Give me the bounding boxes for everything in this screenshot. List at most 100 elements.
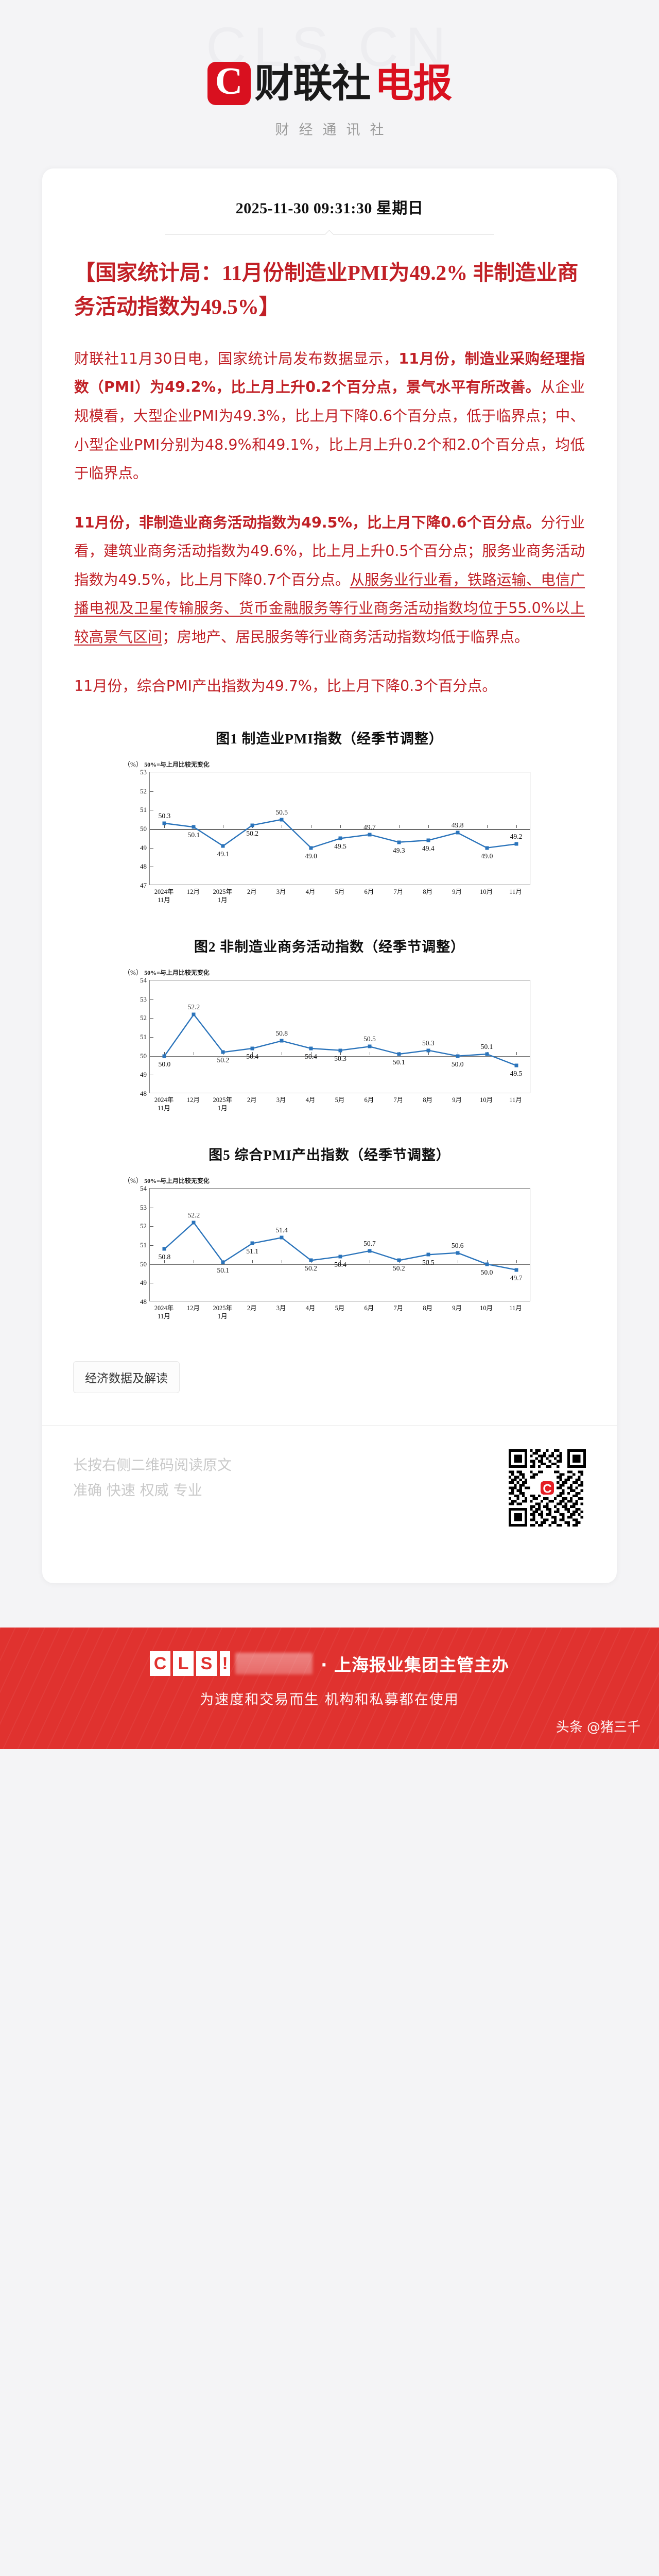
- data-label: 50.0: [158, 1060, 171, 1068]
- data-point: [221, 1260, 225, 1264]
- x-tick-label: 3月: [276, 1304, 286, 1312]
- data-label: 50.0: [480, 1268, 493, 1276]
- x-tick-label: 12月: [186, 888, 200, 895]
- x-tick-label: 10月: [480, 888, 493, 895]
- x-tick-mark: [164, 1052, 165, 1055]
- reference-line-50: [150, 829, 530, 830]
- qr-line-2: 准确 快速 权威 专业: [73, 1482, 202, 1499]
- cls-letter-c: C: [149, 1651, 170, 1676]
- y-tick-mark: [150, 791, 153, 792]
- x-tick-label: 7月: [393, 1096, 404, 1104]
- data-point: [485, 1052, 489, 1056]
- x-tick-label: 2024年 11月: [154, 888, 174, 904]
- data-label: 50.5: [363, 1035, 376, 1043]
- series-line: [164, 1222, 516, 1270]
- y-tick-label: 53: [140, 768, 147, 776]
- data-label: 50.2: [305, 1264, 317, 1273]
- y-tick-label: 49: [140, 843, 147, 852]
- x-tick-mark: [252, 1260, 253, 1263]
- data-label: 50.8: [158, 1253, 171, 1261]
- brand-footer: C L S ! · 上海报业集团主管主办 为速度和交易而生 机构和私募都在使用 …: [0, 1628, 659, 1749]
- series-line: [164, 819, 516, 849]
- x-tick-mark: [516, 825, 517, 828]
- data-label: 50.2: [217, 1056, 230, 1064]
- chart-plot-area: 48 49 50 51 52 53 54 50.8 52.2 50.1 51.1 51.4 50.2 50…: [118, 1184, 541, 1325]
- x-tick-mark: [164, 1260, 165, 1263]
- cls-letter-l: L: [172, 1651, 194, 1676]
- x-tick-label: 8月: [423, 1096, 433, 1104]
- data-point: [309, 1046, 313, 1050]
- data-point: [162, 1054, 166, 1058]
- x-tick-mark: [398, 825, 400, 828]
- x-tick-label: 6月: [364, 1096, 374, 1104]
- x-tick-label: 2025年 1月: [213, 888, 233, 904]
- x-tick-label: 6月: [364, 888, 374, 895]
- x-tick-label: 10月: [480, 1096, 493, 1104]
- brand-logo: C 财联社 电报: [207, 60, 453, 106]
- x-tick-label: 9月: [452, 1096, 462, 1104]
- data-point: [280, 818, 284, 822]
- paragraph-p2: 11月份，非制造业商务活动指数为49.5%，比上月下降0.6个百分点。分行业看，…: [74, 509, 585, 652]
- y-tick-label: 51: [140, 1033, 147, 1041]
- chart-plot-area: 47 48 49 50 51 52 53 50.3 50.1 49.1 50.2 50.5 49.0 49…: [118, 768, 541, 909]
- x-tick-mark: [340, 1260, 341, 1263]
- topic-tag[interactable]: 经济数据及解读: [73, 1361, 180, 1393]
- data-label: 49.2: [510, 833, 523, 841]
- y-tick-mark: [150, 1226, 153, 1227]
- x-tick-label: 2025年 1月: [213, 1096, 233, 1112]
- article-headline: 【国家统计局：11月份制造业PMI为49.2% 非制造业商务活动指数为49.5%…: [74, 261, 579, 319]
- y-tick-label: 50: [140, 1052, 147, 1060]
- data-point: [250, 823, 254, 827]
- data-point: [426, 1252, 430, 1257]
- x-tick-label: 2024年 11月: [154, 1304, 174, 1320]
- data-point: [426, 1048, 430, 1053]
- data-point: [338, 836, 342, 840]
- data-label: 50.1: [480, 1043, 493, 1050]
- qr-code-icon[interactable]: C: [509, 1449, 586, 1527]
- qr-instructions: 长按右侧二维码阅读原文 准确 快速 权威 专业: [73, 1452, 232, 1503]
- data-point: [221, 844, 225, 848]
- x-tick-label: 2024年 11月: [154, 1096, 174, 1112]
- y-tick-label: 48: [140, 1090, 147, 1097]
- data-point: [280, 1235, 284, 1240]
- x-tick-mark: [428, 825, 429, 828]
- x-tick-label: 9月: [452, 888, 462, 895]
- data-point: [485, 846, 489, 850]
- charts-container: 图1 制造业PMI指数（经季节调整） （%） 50%=与上月比较无变化 47 48 49…: [42, 727, 617, 1325]
- data-label: 52.2: [187, 1211, 200, 1219]
- x-tick-label: 11月: [509, 1096, 522, 1104]
- data-label: 49.5: [334, 842, 346, 851]
- x-tick-label: 5月: [335, 1096, 345, 1104]
- chart-unit: （%）: [124, 760, 143, 768]
- x-tick-mark: [164, 825, 165, 828]
- qr-section: 长按右侧二维码阅读原文 准确 快速 权威 专业: [73, 1449, 586, 1547]
- x-tick-label: 11月: [509, 888, 522, 895]
- y-tick-label: 52: [140, 1014, 147, 1022]
- x-tick-mark: [487, 1260, 488, 1263]
- y-tick-mark: [150, 1037, 153, 1038]
- y-tick-label: 50: [140, 825, 147, 833]
- data-label: 49.0: [480, 852, 493, 860]
- x-tick-label: 5月: [335, 1304, 345, 1312]
- x-tick-label: 12月: [186, 1096, 200, 1104]
- y-tick-label: 54: [140, 976, 147, 984]
- y-tick-label: 54: [140, 1184, 147, 1192]
- cls-chinese-blurred: [235, 1653, 313, 1674]
- data-point: [250, 1241, 254, 1245]
- y-tick-label: 52: [140, 787, 147, 795]
- text-segment: 11月份，制造业采购经理指数（PMI）为49.2%，比上月上升0.2个百分点，景…: [74, 350, 585, 396]
- article-body: 财联社11月30日电，国家统计局发布数据显示，11月份，制造业采购经理指数（PM…: [42, 345, 617, 701]
- x-tick-mark: [340, 825, 341, 828]
- data-point: [309, 1258, 313, 1262]
- logo-mark-letter: C: [215, 60, 243, 103]
- reference-line-50: [150, 1264, 530, 1265]
- paragraph-p3: 11月份，综合PMI产出指数为49.7%，比上月下降0.3个百分点。: [74, 672, 585, 701]
- y-tick-label: 50: [140, 1260, 147, 1268]
- y-tick-mark: [150, 848, 153, 849]
- masthead-slogan: 财经通讯社: [275, 122, 394, 138]
- qr-line-1: 长按右侧二维码阅读原文: [73, 1456, 232, 1473]
- chart-title: 图2 非制造业商务活动指数（经季节调整）: [194, 939, 465, 955]
- logo-text-red: 电报: [374, 60, 453, 106]
- chart-2: 图2 非制造业商务活动指数（经季节调整） （%） 50%=与上月比较无变化 48 49…: [42, 936, 617, 1117]
